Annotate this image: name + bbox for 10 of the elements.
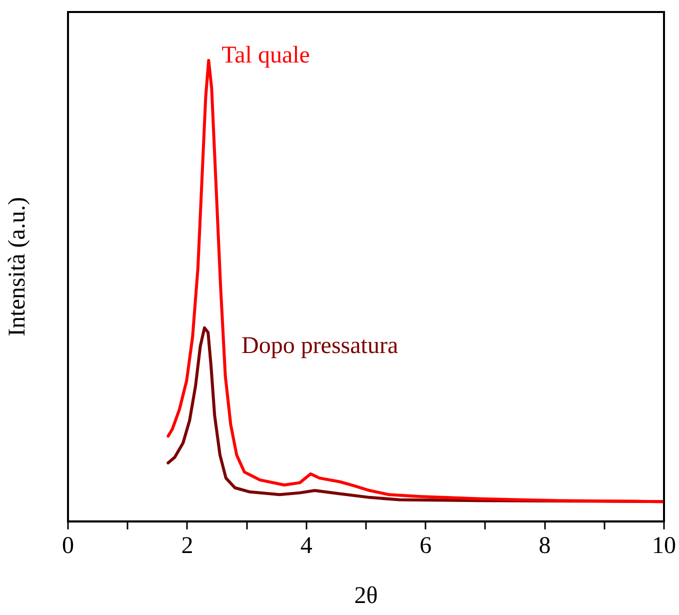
y-axis-title: Intensità (a.u.) (4, 197, 31, 336)
x-tick-label: 6 (420, 533, 432, 560)
x-tick-label: 8 (538, 533, 551, 560)
x-tick-label: 0 (62, 533, 74, 560)
x-tick-label: 2 (181, 533, 194, 560)
x-tick-label: 10 (652, 533, 676, 560)
x-axis-title: 2θ (354, 582, 378, 609)
series-label: Dopo pressatura (241, 333, 398, 360)
series-label: Tal quale (222, 42, 310, 69)
x-tick-label: 4 (300, 533, 312, 560)
